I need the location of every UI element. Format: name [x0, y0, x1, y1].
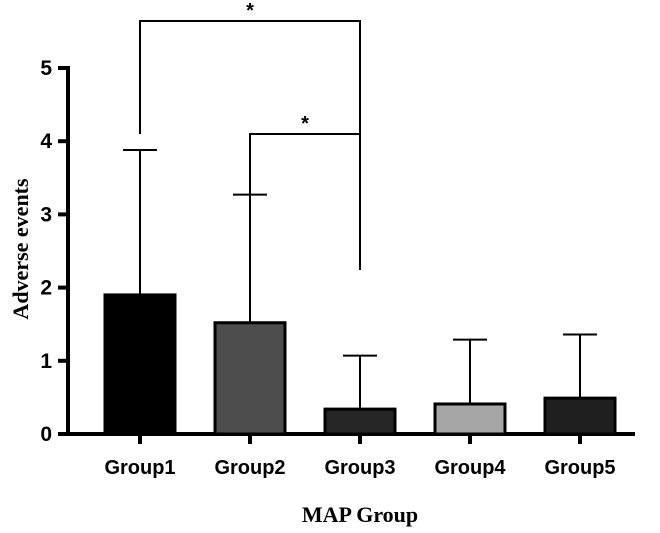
x-axis: Group1 Group2 Group3 Group4 Group5	[66, 432, 635, 479]
significance-label: *	[246, 0, 254, 22]
y-tick-label-2: 2	[40, 277, 52, 300]
significance-label: *	[301, 113, 309, 135]
error-bar-group3	[343, 354, 377, 410]
y-tick-label-4: 4	[40, 130, 52, 153]
significance-bracket-group2-group3: *	[249, 113, 361, 270]
bar-group1	[103, 293, 177, 436]
x-axis-title: MAP Group	[302, 502, 418, 527]
error-bar-group5	[563, 333, 597, 399]
bars	[103, 293, 617, 436]
y-axis-title: Adverse events	[8, 178, 33, 320]
x-tick-label-group1: Group1	[104, 457, 175, 479]
y-tick-label-1: 1	[40, 350, 52, 373]
x-tick-label-group2: Group2	[214, 457, 285, 479]
x-tick-label-group4: Group4	[434, 457, 506, 479]
y-tick-label-3: 3	[40, 203, 52, 226]
significance-brackets: **	[139, 0, 361, 270]
bar-group5	[543, 396, 617, 436]
bracket-line	[249, 133, 361, 270]
y-tick-label-5: 5	[40, 57, 52, 80]
x-tick-label-group3: Group3	[324, 457, 395, 479]
error-bar-group4	[453, 338, 487, 404]
error-bar-group2	[233, 193, 267, 323]
y-axis: 0 1 2 3 4 5	[40, 57, 70, 446]
error-bars	[123, 148, 597, 410]
bar-group3	[323, 407, 397, 436]
x-tick-label-group5: Group5	[544, 457, 615, 479]
y-tick-label-0: 0	[40, 423, 52, 446]
error-bar-group1	[123, 148, 157, 295]
bar-group4	[433, 402, 507, 436]
bar-group2	[213, 321, 287, 436]
